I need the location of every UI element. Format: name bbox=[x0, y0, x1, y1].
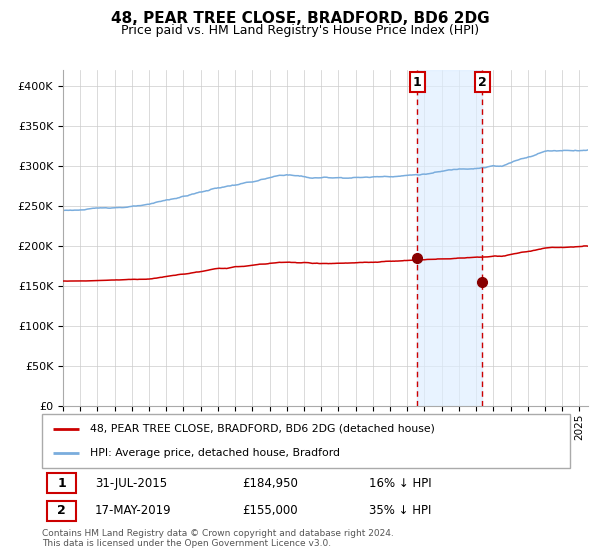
Text: 48, PEAR TREE CLOSE, BRADFORD, BD6 2DG (detached house): 48, PEAR TREE CLOSE, BRADFORD, BD6 2DG (… bbox=[89, 424, 434, 434]
Text: 17-MAY-2019: 17-MAY-2019 bbox=[95, 505, 172, 517]
Bar bbox=[47, 473, 76, 493]
Text: 1: 1 bbox=[413, 76, 422, 88]
Text: Price paid vs. HM Land Registry's House Price Index (HPI): Price paid vs. HM Land Registry's House … bbox=[121, 24, 479, 37]
Text: 35% ↓ HPI: 35% ↓ HPI bbox=[370, 505, 432, 517]
Text: 16% ↓ HPI: 16% ↓ HPI bbox=[370, 477, 432, 489]
Text: HPI: Average price, detached house, Bradford: HPI: Average price, detached house, Brad… bbox=[89, 448, 340, 458]
Text: Contains HM Land Registry data © Crown copyright and database right 2024.
This d: Contains HM Land Registry data © Crown c… bbox=[42, 529, 394, 548]
Text: £155,000: £155,000 bbox=[242, 505, 298, 517]
Text: 1: 1 bbox=[58, 477, 66, 489]
Text: 2: 2 bbox=[478, 76, 487, 88]
Text: 48, PEAR TREE CLOSE, BRADFORD, BD6 2DG: 48, PEAR TREE CLOSE, BRADFORD, BD6 2DG bbox=[110, 11, 490, 26]
Text: £184,950: £184,950 bbox=[242, 477, 299, 489]
Text: 2: 2 bbox=[58, 505, 66, 517]
Bar bbox=[417, 70, 482, 406]
Text: 31-JUL-2015: 31-JUL-2015 bbox=[95, 477, 167, 489]
Bar bbox=[47, 501, 76, 521]
